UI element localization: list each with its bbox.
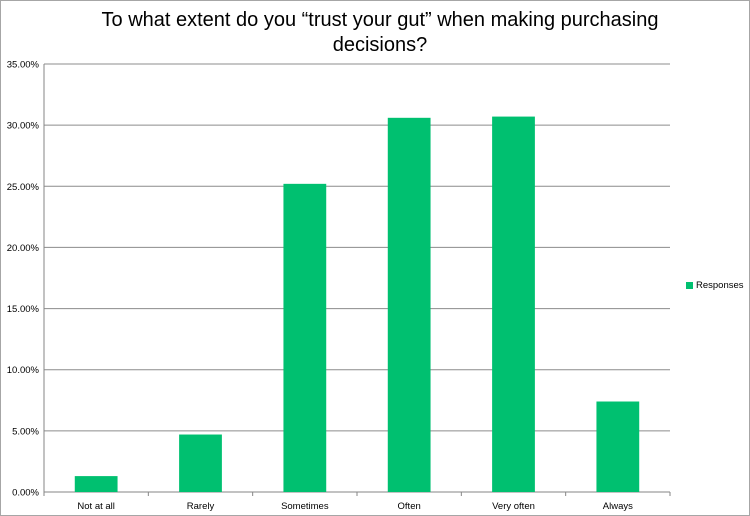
y-axis-ticks: 0.00% 5.00% 10.00% 15.00% 20.00% 25.00% 30.00%… (7, 60, 40, 499)
x-tick-label: Often (398, 501, 421, 512)
y-tick-label: 5.00% (12, 426, 39, 437)
bars (74, 116, 640, 492)
x-axis-ticks: Not at all Rarely Sometimes Often Very often… (43, 492, 671, 512)
y-tick-label: 20.00% (7, 243, 40, 254)
legend-label: Responses (696, 280, 744, 291)
x-tick-label: Always (603, 501, 633, 512)
x-tick-label: Rarely (187, 501, 215, 512)
x-tick-label: Very often (492, 501, 535, 512)
gridlines (43, 63, 670, 493)
bar (387, 117, 431, 492)
x-tick-label: Sometimes (281, 501, 329, 512)
legend: Responses (686, 280, 744, 291)
y-tick-label: 10.00% (7, 365, 40, 376)
y-tick-label: 30.00% (7, 121, 40, 132)
bar (492, 116, 535, 492)
chart-title: To what extent do you “trust your gut” w… (101, 9, 659, 56)
y-tick-label: 0.00% (12, 488, 39, 499)
bar (74, 476, 118, 492)
bar (179, 434, 222, 492)
y-tick-label: 35.00% (7, 60, 40, 71)
bar (283, 183, 327, 492)
y-tick-label: 15.00% (7, 304, 40, 315)
x-tick-label: Not at all (77, 501, 115, 512)
legend-swatch (686, 282, 693, 289)
bar (596, 401, 640, 492)
y-tick-label: 25.00% (7, 182, 40, 193)
